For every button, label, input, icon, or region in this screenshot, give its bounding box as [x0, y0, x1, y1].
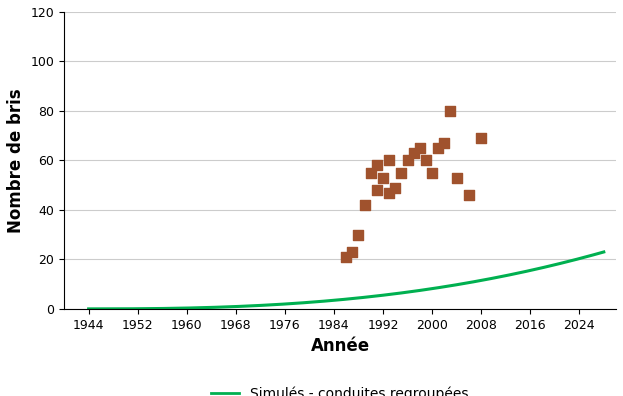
Point: [409, 150, 419, 156]
Point: [348, 249, 358, 255]
Y-axis label: Nombre de bris: Nombre de bris: [7, 88, 25, 233]
Legend: Simulés - conduites regroupées: Simulés - conduites regroupées: [206, 381, 474, 396]
Point: [421, 157, 431, 164]
Point: [372, 187, 382, 193]
Point: [384, 189, 394, 196]
Point: [415, 145, 425, 151]
Point: [384, 157, 394, 164]
Point: [390, 185, 400, 191]
Point: [452, 175, 462, 181]
Point: [439, 140, 449, 146]
Point: [353, 232, 363, 238]
Point: [341, 254, 351, 260]
Point: [378, 175, 388, 181]
Point: [476, 135, 486, 141]
Point: [402, 157, 412, 164]
Point: [445, 108, 455, 114]
Point: [396, 169, 406, 176]
Point: [366, 169, 376, 176]
Point: [427, 169, 437, 176]
Point: [372, 162, 382, 169]
Point: [464, 192, 474, 198]
Point: [433, 145, 443, 151]
Point: [359, 202, 369, 208]
X-axis label: Année: Année: [310, 337, 369, 355]
